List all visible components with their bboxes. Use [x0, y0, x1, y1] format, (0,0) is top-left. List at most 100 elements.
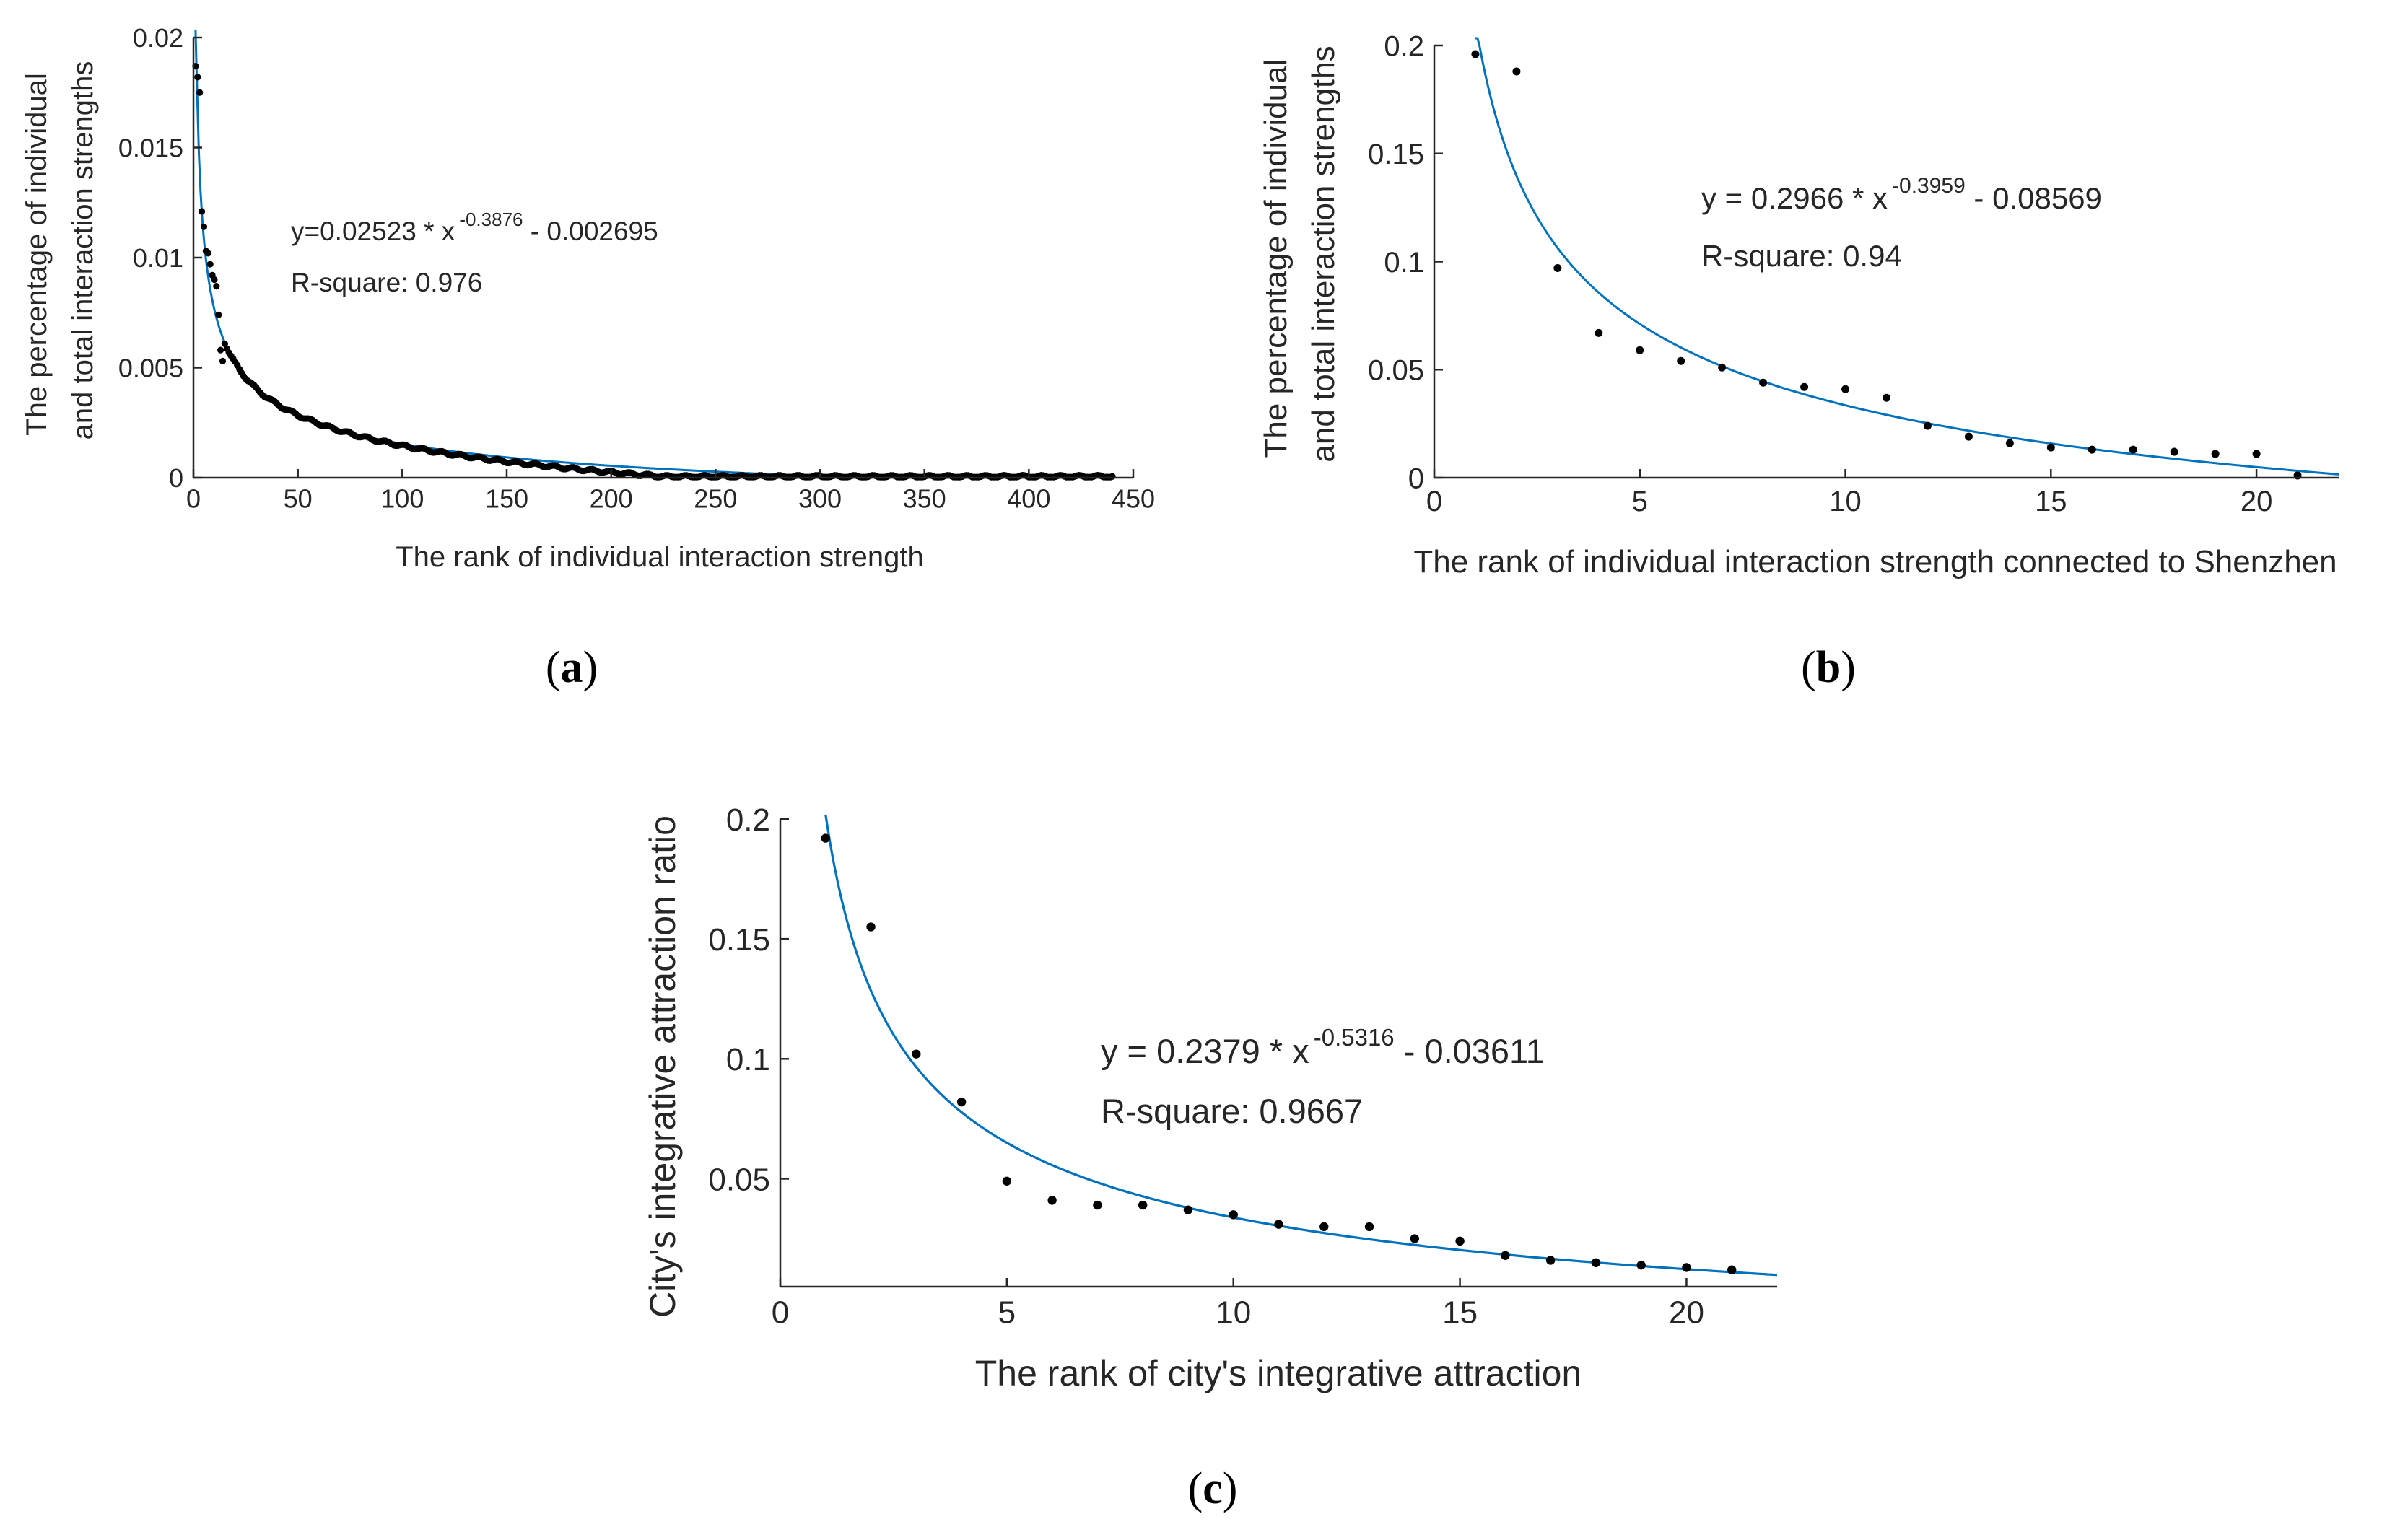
chart-a-x-tick-label: 0 — [186, 483, 201, 513]
chart-a-point-13 — [217, 346, 224, 354]
chart-c-y-tick-label: 0.1 — [726, 1042, 770, 1077]
chart-c-x-tick-label: 15 — [1442, 1295, 1478, 1331]
chart-c-point-16 — [1501, 1251, 1510, 1261]
chart-b-point-20 — [2252, 450, 2261, 458]
chart-a-point-5 — [200, 223, 208, 230]
caption-a-letter: a — [560, 643, 583, 692]
chart-b-point-10 — [1841, 385, 1850, 393]
chart-a-x-axis-label: The rank of individual interaction stren… — [396, 541, 924, 573]
chart-c-axes: 0 5 10 15 20 0.05 0.1 0.15 0.2 — [708, 802, 1777, 1331]
chart-a-point-3 — [196, 89, 204, 96]
chart-b-point-12 — [1923, 421, 1932, 430]
chart-a-equation-prefix: y=0.02523 * x — [291, 216, 455, 246]
chart-b-x-tick-label: 20 — [2241, 486, 2273, 517]
chart-a-x-tick-label: 400 — [1007, 483, 1050, 513]
chart-c-point-2 — [866, 922, 876, 932]
chart-c-fit-equation: y = 0.2379 * x -0.5316 - 0.03611 — [1101, 1024, 1545, 1070]
chart-b-equation-exponent: -0.3959 — [1892, 174, 1966, 198]
chart-a-y-axis-label-line1: The percentage of individual — [21, 73, 53, 436]
chart-a-point-440 — [1109, 473, 1116, 480]
caption-a: (a) — [545, 643, 598, 692]
chart-c-x-axis-label: The rank of city's integrative attractio… — [975, 1353, 1582, 1393]
chart-b-fit-equation: y = 0.2966 * x -0.3959 - 0.08569 — [1701, 174, 2102, 215]
chart-b-point-16 — [2088, 445, 2096, 454]
chart-a-marks — [192, 30, 1116, 481]
chart-b-point-17 — [2129, 445, 2137, 454]
chart-a-fit-equation: y=0.02523 * x -0.3876 - 0.002695 — [291, 209, 658, 246]
chart-c-point-5 — [1002, 1176, 1012, 1186]
chart-b-y-tick-label: 0.2 — [1384, 30, 1424, 62]
chart-a-x-tick-label: 350 — [903, 483, 946, 513]
chart-b-y-tick-label: 0.15 — [1368, 139, 1424, 170]
chart-b-equation-prefix: y = 0.2966 * x — [1701, 181, 1888, 215]
chart-b-point-1 — [1471, 50, 1480, 58]
chart-b-y-tick-label: 0.1 — [1384, 247, 1424, 279]
chart-b-point-9 — [1800, 382, 1809, 391]
chart-c-equation-prefix: y = 0.2379 * x — [1101, 1032, 1309, 1070]
chart-b-point-4 — [1595, 328, 1603, 337]
chart-c-x-tick-label: 5 — [998, 1295, 1016, 1331]
chart-c-y-tick-label: 0.15 — [708, 922, 770, 958]
chart-c-point-6 — [1047, 1196, 1057, 1205]
chart-a-point-7 — [204, 250, 211, 257]
chart-b-point-6 — [1677, 356, 1685, 365]
chart-a-equation-exponent: -0.3876 — [459, 209, 523, 230]
chart-a-axes: 0 50 100 150 200 250 300 350 400 450 0 0.005 0.01 0.0… — [118, 23, 1155, 513]
chart-a-x-tick-label: 250 — [694, 483, 737, 513]
chart-b-y-tick-label: 0 — [1408, 463, 1424, 494]
chart-a-y-tick-label: 0.005 — [118, 353, 183, 382]
chart-c-y-tick-label: 0.05 — [708, 1162, 770, 1197]
chart-b-point-5 — [1636, 346, 1644, 354]
caption-b: (b) — [1801, 643, 1856, 692]
chart-a-y-axis-label: The percentage of individual and total i… — [21, 61, 99, 440]
chart-b-point-14 — [2005, 439, 2014, 447]
chart-c-point-17 — [1545, 1256, 1556, 1265]
chart-a-equation-suffix: - 0.002695 — [523, 216, 658, 246]
chart-c-x-tick-label: 20 — [1669, 1295, 1704, 1331]
chart-c-point-10 — [1229, 1210, 1238, 1220]
chart-c-point-20 — [1682, 1263, 1691, 1272]
chart-b-equation-suffix: - 0.08569 — [1966, 181, 2102, 215]
chart-b-r-square: R-square: 0.94 — [1701, 239, 1902, 273]
chart-a-point-10 — [211, 276, 218, 284]
chart-c-fit-curve — [824, 814, 1778, 1277]
chart-a-y-tick-label: 0.015 — [118, 133, 183, 162]
caption-c: (c) — [1187, 1464, 1238, 1513]
chart-b-point-11 — [1883, 393, 1890, 402]
chart-c-point-3 — [912, 1049, 921, 1059]
chart-a-point-12 — [215, 311, 222, 318]
chart-a-point-4 — [198, 208, 206, 215]
chart-c-x-tick-label: 0 — [772, 1295, 789, 1331]
chart-b-y-axis-label-line1: The percentage of individual — [1258, 59, 1294, 458]
chart-c-point-15 — [1455, 1236, 1465, 1246]
caption-b-letter: b — [1815, 643, 1841, 692]
chart-b-point-2 — [1512, 67, 1521, 76]
chart-c-point-8 — [1138, 1200, 1148, 1210]
chart-c-point-19 — [1636, 1260, 1646, 1270]
chart-panel-a: 0 50 100 150 200 250 300 350 400 450 0 0.005 0.01 0.0… — [21, 23, 1155, 573]
chart-c-point-9 — [1183, 1205, 1193, 1214]
chart-c-point-12 — [1319, 1222, 1329, 1232]
chart-b-x-tick-label: 5 — [1632, 486, 1648, 517]
chart-a-r-square: R-square: 0.976 — [291, 268, 482, 297]
chart-a-x-tick-label: 50 — [284, 483, 313, 513]
chart-c-point-21 — [1727, 1265, 1737, 1274]
chart-b-point-18 — [2170, 447, 2178, 456]
chart-a-y-tick-label: 0.01 — [133, 243, 183, 273]
chart-b-point-3 — [1553, 263, 1562, 272]
chart-a-point-11 — [213, 283, 220, 290]
chart-b-marks — [1471, 37, 2339, 480]
chart-c-point-18 — [1591, 1258, 1601, 1267]
chart-c-r-square: R-square: 0.9667 — [1101, 1092, 1363, 1130]
chart-c-y-tick-label: 0.2 — [726, 802, 770, 838]
chart-panel-b: 0 5 10 15 20 0 0.05 0.1 0.15 0.2 The rank of indi… — [1258, 30, 2339, 579]
chart-b-y-axis-label-line2: and total interaction strengths — [1306, 45, 1341, 462]
chart-b-x-tick-label: 15 — [2035, 486, 2067, 517]
chart-a-x-tick-label: 100 — [380, 483, 424, 513]
chart-b-x-axis-label: The rank of individual interaction stren… — [1413, 544, 2337, 579]
chart-a-x-tick-label: 200 — [590, 483, 633, 513]
chart-a-y-axis-label-line2: and total interaction strengths — [67, 61, 99, 440]
chart-b-point-13 — [1964, 432, 1973, 441]
chart-b-point-15 — [2046, 443, 2055, 452]
